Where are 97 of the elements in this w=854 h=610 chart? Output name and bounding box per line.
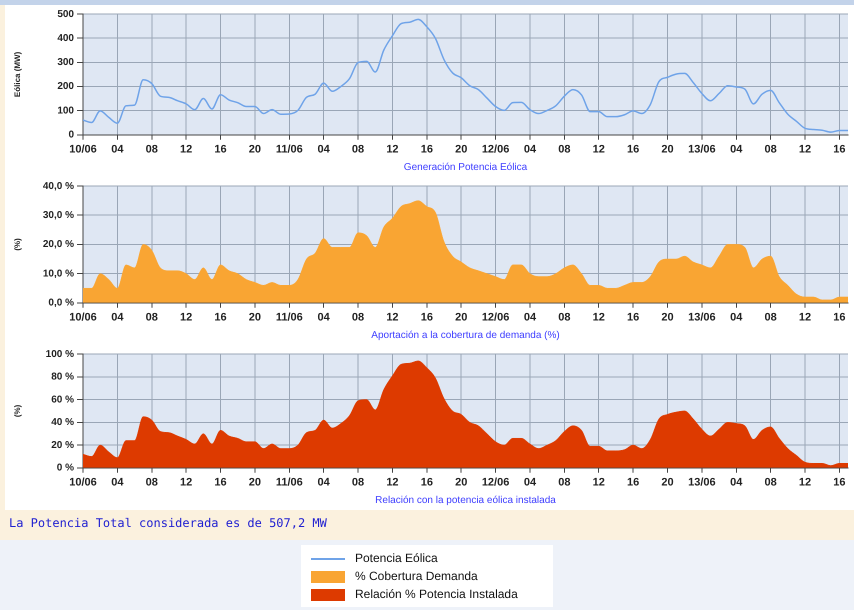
y-tick-label: 0 (68, 130, 74, 141)
x-tick-label: 04 (730, 476, 744, 488)
y-tick-label: 40,0 % (42, 180, 74, 192)
x-tick-label: 08 (764, 143, 777, 156)
x-tick-label: 12 (592, 476, 605, 488)
legend-label: % Cobertura Demanda (355, 569, 478, 583)
x-tick-label: 16 (626, 476, 640, 488)
x-tick-label: 12/06 (482, 311, 510, 324)
x-tick-label: 12 (386, 476, 399, 488)
x-tick-label: 16 (420, 476, 433, 488)
x-tick-label: 20 (455, 311, 468, 324)
y-tick-label: 10,0 % (42, 268, 74, 280)
x-tick-label: 16 (214, 476, 227, 488)
y-tick-label: 100 (57, 105, 74, 116)
x-tick-label: 10/06 (69, 476, 97, 488)
x-tick-label: 12 (798, 143, 812, 156)
x-tick-label: 16 (833, 311, 846, 324)
x-tick-label: 08 (558, 143, 570, 156)
x-tick-label: 08 (558, 311, 570, 324)
x-tick-label: 16 (214, 311, 227, 324)
x-tick-label: 08 (764, 476, 777, 488)
x-tick-label: 12 (798, 476, 812, 488)
x-tick-label: 04 (111, 311, 124, 324)
x-tick-label: 04 (524, 476, 537, 488)
x-tick-label: 12 (592, 143, 605, 156)
x-tick-label: 20 (661, 311, 674, 324)
x-tick-label: 16 (420, 311, 433, 324)
x-tick-label: 12 (180, 476, 192, 488)
y-tick-label: 400 (57, 32, 74, 44)
x-tick-label: 12/06 (482, 476, 510, 488)
x-tick-label: 20 (248, 311, 262, 324)
x-tick-label: 12 (592, 311, 605, 324)
y-tick-label: 0 % (56, 462, 74, 474)
x-tick-label: 08 (352, 143, 364, 156)
x-tick-label: 13/06 (688, 311, 716, 324)
x-tick-label: 16 (833, 143, 846, 156)
x-tick-label: 13/06 (688, 476, 716, 488)
x-tick-label: 04 (524, 311, 537, 324)
y-tick-label: 20 % (51, 440, 74, 451)
x-tick-label: 16 (420, 143, 433, 156)
line-series (83, 18, 848, 133)
x-tick-label: 20 (248, 476, 262, 488)
x-tick-label: 11/06 (276, 311, 303, 324)
x-tick-label: 08 (764, 311, 777, 324)
x-tick-label: 20 (661, 476, 674, 488)
x-tick-label: 20 (455, 476, 468, 488)
x-tick-label: 10/06 (69, 143, 97, 156)
x-tick-label: 12 (180, 311, 192, 324)
x-tick-label: 12 (798, 311, 812, 324)
y-tick-label: 200 (57, 81, 74, 92)
y-tick-label: 0,0 % (48, 298, 74, 309)
x-tick-label: 04 (111, 143, 124, 156)
y-tick-label: 20,0 % (42, 239, 74, 250)
x-tick-label: 12 (180, 143, 192, 156)
x-tick-label: 11/06 (276, 476, 303, 488)
x-tick-label: 12/06 (482, 143, 510, 156)
x-tick-label: 10/06 (69, 311, 97, 324)
x-tick-label: 04 (111, 476, 124, 488)
x-axis-title: Generación Potencia Eólica (404, 162, 528, 173)
x-tick-label: 04 (730, 311, 744, 324)
x-tick-label: 08 (146, 476, 158, 488)
y-tick-label: 100 % (46, 348, 74, 360)
y-tick-label: 300 (57, 57, 74, 68)
x-tick-label: 08 (558, 476, 570, 488)
x-axis-title: Relación con la potencia eólica instalada (375, 494, 556, 506)
y-tick-label: 80 % (51, 372, 74, 383)
x-tick-label: 11/06 (276, 143, 303, 156)
y-axis-title: (%) (13, 238, 22, 251)
x-tick-label: 04 (318, 143, 331, 156)
x-tick-label: 20 (661, 143, 674, 156)
legend-label: Relación % Potencia Instalada (355, 587, 518, 601)
x-tick-label: 08 (146, 311, 158, 324)
x-tick-label: 16 (626, 311, 640, 324)
x-tick-label: 08 (146, 143, 158, 156)
y-axis-title: (%) (13, 404, 22, 418)
y-tick-label: 40 % (51, 417, 74, 428)
x-tick-label: 12 (386, 143, 399, 156)
x-tick-label: 04 (730, 143, 744, 156)
y-axis-title: Eólica (MW) (13, 51, 22, 98)
x-tick-label: 04 (524, 143, 537, 156)
x-tick-label: 16 (626, 143, 640, 156)
x-tick-label: 16 (214, 143, 227, 156)
y-tick-label: 500 (57, 8, 74, 20)
x-tick-label: 04 (318, 476, 331, 488)
x-tick-label: 20 (248, 143, 262, 156)
text: La Potencia Total considerada es de 507,2 MW (9, 516, 327, 530)
x-tick-label: 12 (386, 311, 399, 324)
y-tick-label: 30,0 % (42, 210, 74, 221)
x-tick-label: 20 (455, 143, 468, 156)
x-axis-title: Aportación a la cobertura de demanda (%) (371, 330, 560, 341)
x-tick-label: 16 (833, 476, 846, 488)
x-tick-label: 08 (352, 311, 364, 324)
legend-label: Potencia Eólica (355, 551, 438, 565)
x-tick-label: 13/06 (688, 143, 716, 156)
x-tick-label: 08 (352, 476, 364, 488)
x-tick-label: 04 (318, 311, 331, 324)
y-tick-label: 60 % (51, 394, 74, 406)
